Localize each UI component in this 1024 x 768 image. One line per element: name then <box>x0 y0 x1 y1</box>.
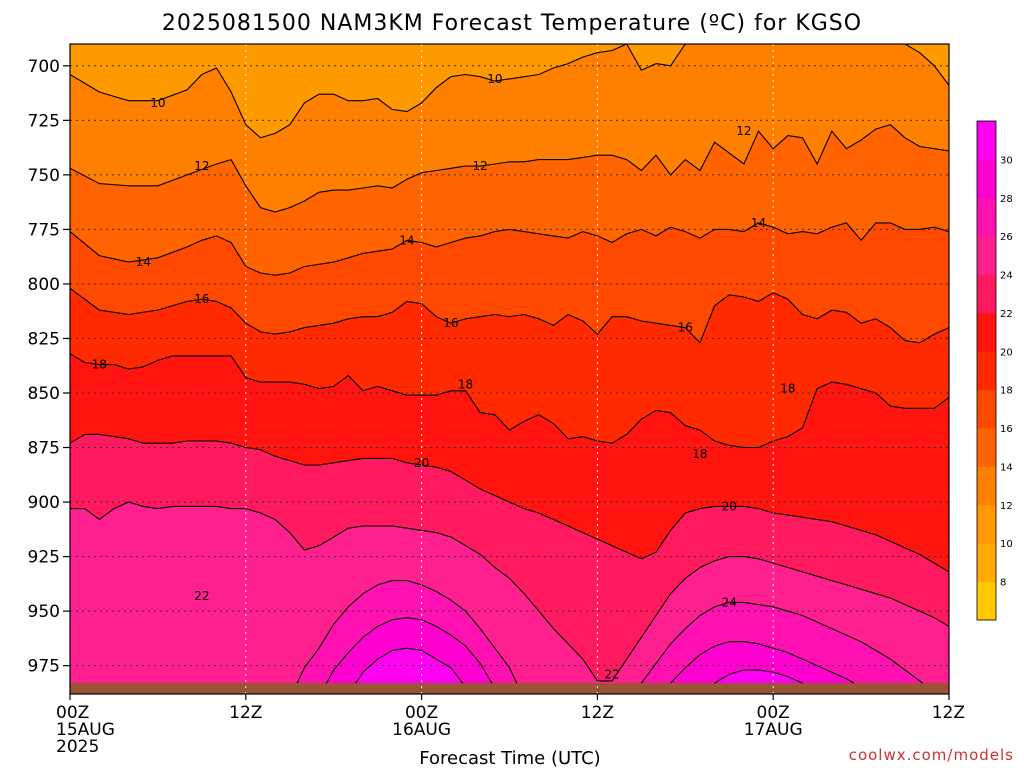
isotherm-18 <box>70 353 949 449</box>
colorbar-label-14: 14 <box>1000 462 1013 473</box>
colorbar-swatch-9 <box>977 236 996 276</box>
isotherm-label-24: 24 <box>722 595 737 609</box>
x-tick-label-h0-2: 2025 <box>56 737 99 757</box>
y-tick-label-925: 925 <box>28 548 60 568</box>
colorbar-label-12: 12 <box>1000 501 1013 512</box>
y-tick-label-850: 850 <box>28 384 60 404</box>
isotherm-12 <box>70 124 949 213</box>
band-fill-above-26 <box>670 641 854 684</box>
colorbar-swatch-6 <box>977 351 996 391</box>
y-tick-label-900: 900 <box>28 493 60 513</box>
isotherm-label-20: 20 <box>414 456 429 470</box>
colorbar-label-24: 24 <box>1000 271 1013 282</box>
colorbar-swatch-0 <box>977 581 996 621</box>
isotherm-label-16: 16 <box>678 321 693 335</box>
isotherm-label-12: 12 <box>736 124 751 138</box>
colorbar-swatch-3 <box>977 466 996 506</box>
colorbar-label-10: 10 <box>1000 539 1013 550</box>
colorbar-swatch-5 <box>977 389 996 429</box>
credit-text: coolwx.com/models <box>848 746 1014 764</box>
isotherm-20 <box>70 433 949 573</box>
y-tick-label-975: 975 <box>28 657 60 677</box>
chart-title: 2025081500 NAM3KM Forecast Temperature (… <box>162 11 862 36</box>
colorbar-label-20: 20 <box>1000 347 1013 358</box>
y-tick-label-875: 875 <box>28 439 60 459</box>
isotherm-24 <box>640 601 923 684</box>
isotherm-label-16: 16 <box>194 292 209 306</box>
colorbar-label-22: 22 <box>1000 309 1013 320</box>
colorbar-label-28: 28 <box>1000 194 1013 205</box>
colorbar-swatch-12 <box>977 121 996 160</box>
isotherm-16 <box>70 287 949 344</box>
colorbar-swatch-7 <box>977 312 996 352</box>
colorbar: 8 10 12 14 16 18 20 22 24 26 28 30 <box>976 120 1013 621</box>
y-tick-label-700: 700 <box>28 57 60 77</box>
x-tick-label-h24-0: 00Z <box>405 703 438 723</box>
ground-fill <box>70 683 949 694</box>
isotherm-label-14: 14 <box>751 216 766 230</box>
colorbar-label-26: 26 <box>1000 232 1013 243</box>
isotherm-label-14: 14 <box>399 233 414 247</box>
band-fill-above-28 <box>714 670 803 684</box>
isotherm-label-14: 14 <box>136 255 151 269</box>
colorbar-frame <box>976 120 997 621</box>
colorbar-swatch-1 <box>977 543 996 583</box>
isotherm-28 <box>714 669 803 684</box>
isotherm-14 <box>70 222 949 276</box>
ground-surface <box>70 683 949 694</box>
y-tick-label-750: 750 <box>28 166 60 186</box>
isotherm-labels: 10 10 12 12 12 14 14 14 16 16 16 18 18 18 18 20 20 22 22 24 <box>92 72 796 681</box>
temperature-fills <box>70 44 949 694</box>
isotherm-label-18: 18 <box>780 382 795 396</box>
isotherm-26 <box>325 617 493 684</box>
x-tick-label-h36-0: 12Z <box>581 703 614 723</box>
colorbar-swatch-4 <box>977 428 996 467</box>
x-tick-label-h12-0: 12Z <box>229 703 262 723</box>
plot-frame <box>69 43 950 695</box>
colorbar-swatch-11 <box>977 159 996 199</box>
isotherm-label-12: 12 <box>473 159 488 173</box>
isotherm-label-12: 12 <box>194 159 209 173</box>
y-tick-label-825: 825 <box>28 329 60 349</box>
isotherm-label-10: 10 <box>150 96 165 110</box>
y-tick-label-775: 775 <box>28 220 60 240</box>
x-tick-label-h60-0: 12Z <box>932 703 965 723</box>
y-tick-label-950: 950 <box>28 602 60 622</box>
isotherm-24 <box>296 580 518 684</box>
band-fill-above-28 <box>355 648 463 684</box>
colorbar-label-8: 8 <box>1000 578 1006 589</box>
colorbar-label-16: 16 <box>1000 424 1013 435</box>
isotherm-label-22: 22 <box>194 589 209 603</box>
colorbar-label-30: 30 <box>1000 155 1013 166</box>
x-axis-title: Forecast Time (UTC) <box>419 748 600 768</box>
plot-area: 10 10 12 12 12 14 14 14 16 16 16 18 18 18 18 20 20 22 22 24 <box>70 44 949 694</box>
isotherm-26 <box>670 641 855 684</box>
x-tick-label-h0-0: 00Z <box>56 703 89 723</box>
isotherm-label-20: 20 <box>722 499 737 513</box>
x-tick-label-h48-1: 17AUG <box>744 720 803 740</box>
y-axis: 700 725 750 775 800 825 850 875 900 925 950 975 <box>28 57 70 677</box>
x-tick-label-h24-1: 16AUG <box>392 720 451 740</box>
colorbar-swatch-8 <box>977 274 996 314</box>
y-tick-label-725: 725 <box>28 111 60 131</box>
colorbar-label-18: 18 <box>1000 386 1013 397</box>
isotherm-label-18: 18 <box>92 358 107 372</box>
isotherm-label-22: 22 <box>604 667 619 681</box>
isotherm-lines <box>70 44 949 684</box>
x-tick-label-h0-1: 15AUG <box>56 720 115 740</box>
isotherm-22 <box>70 501 949 682</box>
isotherm-10 <box>70 44 949 139</box>
isotherm-label-16: 16 <box>443 316 458 330</box>
isotherm-label-18: 18 <box>458 377 473 391</box>
grid-lines <box>70 44 949 694</box>
isotherm-label-18: 18 <box>692 447 707 461</box>
x-tick-label-h48-0: 00Z <box>757 703 790 723</box>
colorbar-swatch-10 <box>977 197 996 237</box>
colorbar-swatch-2 <box>977 504 996 544</box>
isotherm-label-10: 10 <box>487 72 502 86</box>
y-tick-label-800: 800 <box>28 275 60 295</box>
isotherm-28 <box>355 647 464 684</box>
